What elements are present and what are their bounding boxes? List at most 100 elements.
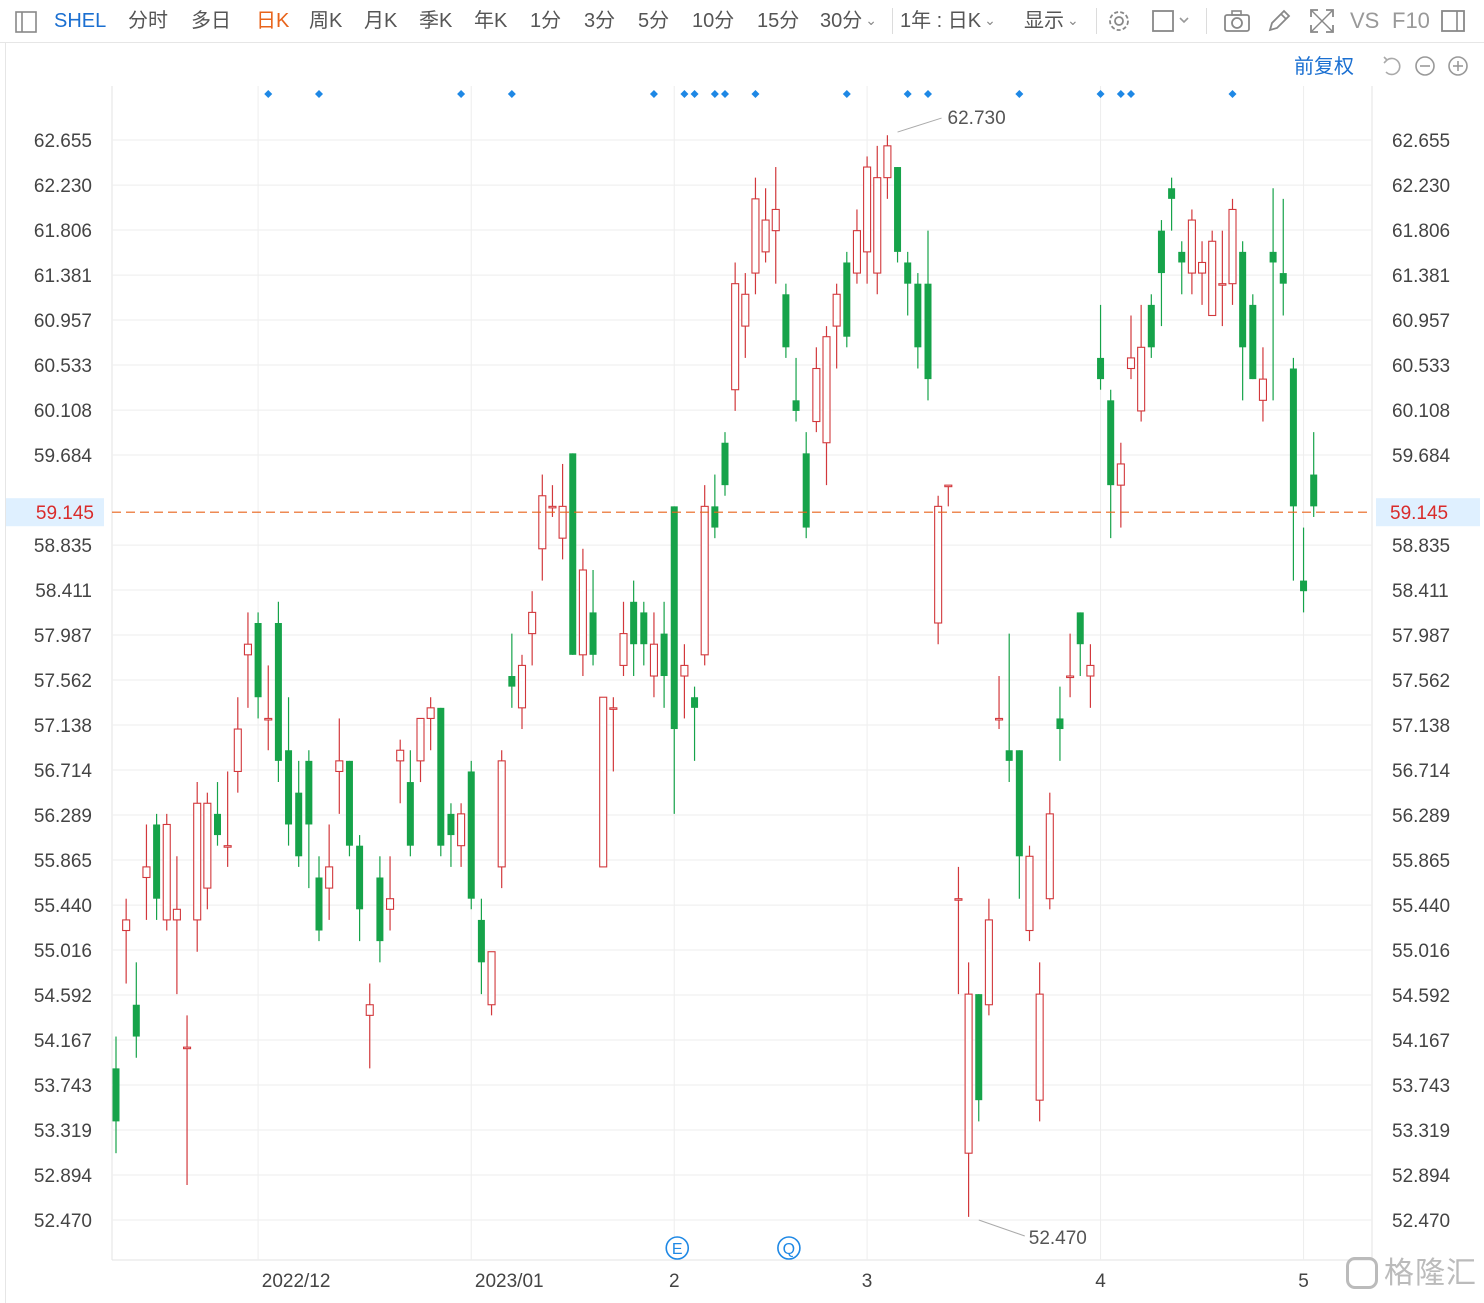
candle[interactable] (426, 697, 435, 751)
candle[interactable] (325, 824, 334, 920)
candle[interactable] (365, 983, 374, 1069)
candle[interactable] (843, 251, 851, 348)
candle[interactable] (680, 644, 689, 719)
candle[interactable] (487, 951, 496, 1016)
candle[interactable] (335, 718, 344, 814)
candle[interactable] (1249, 294, 1257, 380)
candle[interactable] (994, 676, 1004, 730)
panel-toggle-icon[interactable] (1438, 6, 1468, 36)
candle[interactable] (1066, 633, 1075, 698)
zoom-out-icon[interactable] (1413, 54, 1437, 78)
signal-marker[interactable] (903, 90, 912, 98)
candle[interactable] (1258, 347, 1267, 422)
candle[interactable] (924, 230, 932, 401)
candle[interactable] (1056, 686, 1064, 761)
candle[interactable] (802, 432, 810, 539)
tab-8[interactable]: 3分 (584, 10, 616, 32)
candle[interactable] (630, 580, 638, 677)
candle[interactable] (437, 707, 445, 857)
tab-6[interactable]: 年K (474, 10, 508, 32)
candle[interactable] (640, 601, 648, 666)
candle[interactable] (356, 835, 364, 942)
candle[interactable] (345, 760, 353, 857)
candle[interactable] (619, 601, 628, 677)
signal-marker[interactable] (1096, 90, 1105, 98)
candle[interactable] (1097, 304, 1105, 390)
candle[interactable] (172, 856, 181, 995)
candle[interactable] (894, 167, 902, 263)
candle[interactable] (944, 484, 953, 507)
range-select[interactable]: 1年 : 日K ⌄ (900, 0, 996, 42)
fullscreen-icon[interactable] (1307, 6, 1337, 36)
signal-marker[interactable] (721, 90, 729, 98)
signal-marker[interactable] (1228, 90, 1237, 98)
candle[interactable] (416, 717, 425, 783)
candle[interactable] (1300, 527, 1308, 613)
signal-marker[interactable] (1015, 90, 1024, 98)
candle[interactable] (1239, 241, 1247, 401)
sidebar-toggle-icon[interactable] (12, 8, 40, 36)
candle[interactable] (508, 633, 516, 708)
compare-button[interactable]: VS (1350, 8, 1380, 33)
signal-marker[interactable] (680, 90, 689, 98)
candle[interactable] (142, 824, 151, 920)
candle[interactable] (305, 750, 313, 889)
candle[interactable] (792, 357, 800, 422)
candle[interactable] (1015, 750, 1023, 899)
candle[interactable] (1107, 389, 1115, 539)
settings-gear-icon[interactable] (1104, 6, 1134, 36)
candle[interactable] (1228, 198, 1237, 305)
candle[interactable] (447, 803, 455, 867)
signal-marker[interactable] (690, 90, 699, 98)
candle[interactable] (153, 813, 161, 920)
candle[interactable] (315, 856, 323, 942)
candle[interactable] (1187, 209, 1196, 295)
candle[interactable] (193, 782, 202, 952)
candle[interactable] (731, 262, 740, 411)
candle[interactable] (1116, 442, 1125, 528)
candle[interactable] (812, 347, 821, 433)
event-marker-E[interactable] (665, 1236, 690, 1260)
candle[interactable] (243, 612, 252, 708)
candle[interactable] (264, 665, 273, 751)
candle[interactable] (599, 696, 608, 868)
candle[interactable] (517, 654, 527, 730)
candle[interactable] (538, 474, 547, 581)
candle[interactable] (162, 813, 171, 931)
candle[interactable] (376, 856, 384, 963)
candle[interactable] (569, 453, 577, 655)
pencil-icon[interactable] (1264, 6, 1294, 36)
candle[interactable] (782, 283, 790, 358)
candle[interactable] (1269, 188, 1277, 401)
tab-10[interactable]: 10分 (692, 10, 735, 32)
candle[interactable] (183, 1015, 192, 1186)
signal-marker[interactable] (710, 90, 719, 98)
candle[interactable] (670, 506, 678, 814)
candle[interactable] (1218, 230, 1227, 327)
candle[interactable] (700, 485, 709, 666)
candle[interactable] (1198, 241, 1207, 305)
candle[interactable] (467, 760, 475, 910)
candle[interactable] (852, 209, 862, 284)
candle[interactable] (934, 495, 943, 645)
candle[interactable] (497, 750, 506, 889)
candle[interactable] (904, 251, 912, 316)
candle[interactable] (954, 866, 963, 995)
symbol-label[interactable]: SHEL (54, 10, 107, 32)
signal-marker[interactable] (842, 90, 851, 98)
candle[interactable] (132, 962, 140, 1058)
candle[interactable] (914, 273, 922, 369)
signal-marker[interactable] (507, 90, 516, 98)
candle[interactable] (233, 697, 242, 793)
candle[interactable] (741, 273, 750, 358)
candle[interactable] (285, 697, 293, 846)
candle[interactable] (1178, 241, 1186, 295)
candle[interactable] (1025, 845, 1034, 942)
candle[interactable] (1076, 612, 1084, 677)
candle[interactable] (254, 612, 262, 719)
candle[interactable] (214, 782, 221, 846)
signal-marker[interactable] (924, 90, 932, 98)
candle[interactable] (406, 750, 414, 857)
candle[interactable] (711, 474, 719, 539)
candle[interactable] (578, 548, 587, 677)
